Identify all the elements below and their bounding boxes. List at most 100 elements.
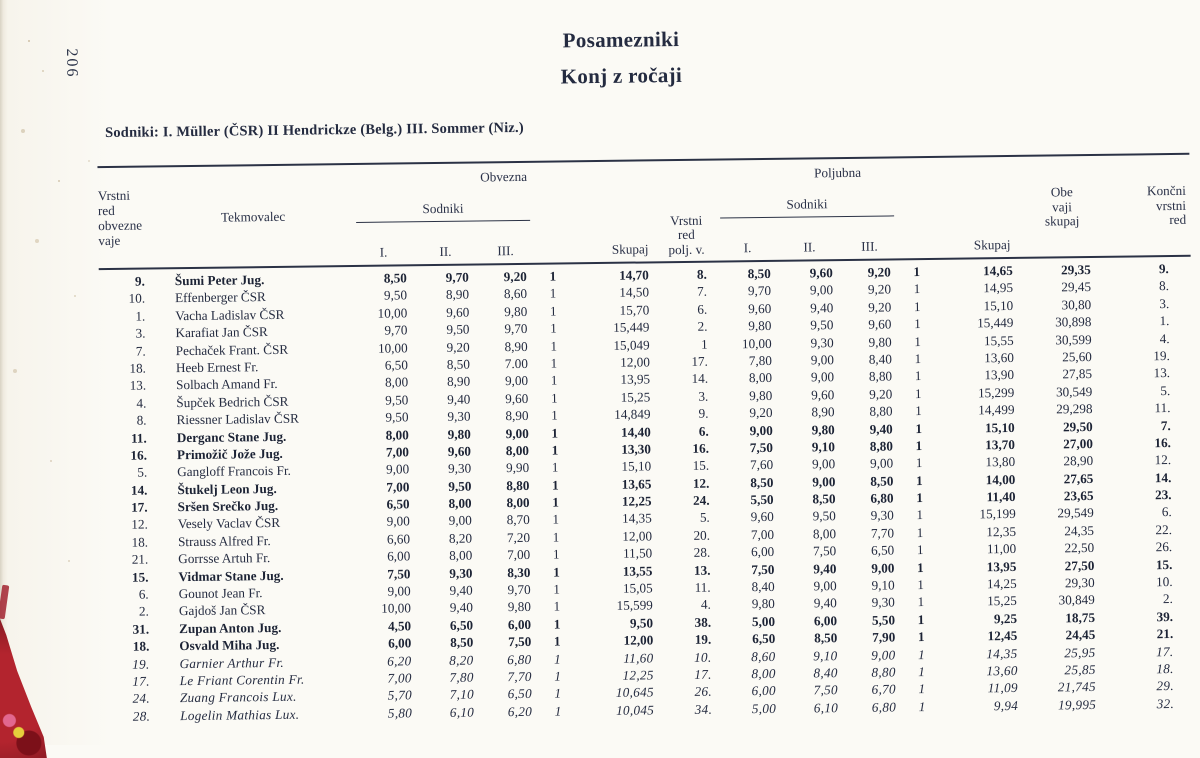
cell-poljubna-total: 13,70 bbox=[985, 436, 1016, 453]
cell-rank-obvezna: 18. bbox=[131, 534, 149, 550]
cell-final-rank: 11. bbox=[1154, 400, 1171, 416]
header-group-obvezna: Obvezna bbox=[480, 168, 528, 185]
cell-both-total: 21,745 bbox=[1057, 679, 1096, 695]
cell-poljubna-judge3: 9,60 bbox=[868, 316, 892, 332]
cell-poljubna-judge2: 8,50 bbox=[812, 491, 836, 507]
cell-both-total: 24,45 bbox=[1065, 627, 1096, 643]
cell-obvezna-judge2: 9,00 bbox=[448, 513, 472, 529]
cell-poljubna-judge2: 9,60 bbox=[809, 265, 833, 281]
cell-rank-obvezna: 28. bbox=[132, 708, 151, 724]
cell-obvezna-multiplier: 1 bbox=[554, 685, 562, 701]
cell-poljubna-judge3: 9,40 bbox=[869, 420, 893, 437]
cell-obvezna-judge1: 9,00 bbox=[386, 513, 410, 530]
cell-rank-obvezna: 31. bbox=[132, 621, 150, 637]
cell-obvezna-judge1: 8,00 bbox=[385, 426, 409, 443]
cell-obvezna-total: 12,00 bbox=[623, 632, 654, 648]
cell-poljubna-total: 13,90 bbox=[984, 367, 1015, 383]
cell-poljubna-judge1: 5,00 bbox=[751, 700, 777, 716]
cell-poljubna-multiplier: 1 bbox=[914, 316, 921, 332]
cell-obvezna-total: 12,00 bbox=[620, 354, 650, 370]
cell-rank-poljubna: 12. bbox=[692, 475, 710, 491]
cell-poljubna-judge2: 8,00 bbox=[812, 525, 837, 542]
cell-both-total: 24,35 bbox=[1064, 522, 1095, 539]
results-rows: 9. Šumi Peter Jug. 8,50 9,70 9,20 1 14,70 8. 8,5… bbox=[99, 260, 1196, 725]
cell-final-rank: 18. bbox=[1156, 660, 1174, 677]
cell-obvezna-judge1: 4,50 bbox=[387, 618, 412, 634]
cell-obvezna-judge2: 8,00 bbox=[448, 495, 472, 511]
cell-final-rank: 39. bbox=[1156, 608, 1174, 625]
cell-poljubna-judge2: 9,10 bbox=[811, 439, 836, 455]
cell-poljubna-multiplier: 1 bbox=[914, 368, 922, 384]
cell-poljubna-judge2: 9,40 bbox=[813, 595, 837, 611]
cell-poljubna-total: 13,95 bbox=[986, 558, 1017, 574]
cell-obvezna-judge2: 9,20 bbox=[446, 339, 470, 355]
cell-obvezna-judge3: 7,00 bbox=[507, 547, 531, 563]
cell-poljubna-judge3: 9,20 bbox=[867, 281, 892, 298]
cell-poljubna-judge2: 6,00 bbox=[813, 612, 838, 629]
cell-obvezna-judge3: 8,00 bbox=[505, 442, 530, 459]
cell-poljubna-judge1: 8,50 bbox=[750, 474, 774, 490]
cell-rank-obvezna: 9. bbox=[134, 273, 145, 289]
header-competitor: Tekmovalec bbox=[220, 208, 286, 225]
cell-poljubna-total: 13,80 bbox=[985, 454, 1016, 470]
cell-obvezna-multiplier: 1 bbox=[552, 511, 560, 528]
cell-obvezna-judge1: 9,00 bbox=[386, 461, 410, 477]
cell-final-rank: 10. bbox=[1156, 574, 1173, 590]
cell-poljubna-judge2: 9,50 bbox=[810, 317, 834, 333]
cell-obvezna-multiplier: 1 bbox=[549, 268, 557, 284]
cell-poljubna-judge2: 9,40 bbox=[813, 560, 837, 577]
cell-poljubna-multiplier: 1 bbox=[915, 472, 923, 488]
cell-poljubna-total: 15,10 bbox=[984, 419, 1015, 435]
cell-poljubna-judge3: 8,80 bbox=[869, 403, 893, 419]
cell-poljubna-total: 15,10 bbox=[983, 297, 1014, 314]
cell-poljubna-multiplier: 1 bbox=[917, 559, 924, 575]
cell-rank-poljubna: 6. bbox=[698, 423, 709, 439]
cell-obvezna-judge2: 8,50 bbox=[446, 356, 470, 372]
cell-poljubna-multiplier: 1 bbox=[913, 298, 921, 314]
cell-rank-obvezna: 2. bbox=[138, 603, 149, 620]
cell-obvezna-judge3: 6,80 bbox=[507, 651, 532, 667]
page-number: 206 bbox=[63, 48, 81, 79]
cell-obvezna-judge2: 6,10 bbox=[449, 704, 475, 720]
cell-poljubna-judge1: 5,50 bbox=[750, 491, 774, 508]
cell-poljubna-total: 15,25 bbox=[987, 593, 1017, 609]
cell-obvezna-judge3: 8,80 bbox=[506, 477, 530, 493]
cell-obvezna-multiplier: 1 bbox=[551, 407, 558, 423]
cell-poljubna-judge2: 9,00 bbox=[813, 578, 837, 594]
cell-obvezna-total: 15,05 bbox=[622, 580, 653, 596]
cell-poljubna-judge2: 8,90 bbox=[811, 404, 835, 420]
cell-both-total: 29,45 bbox=[1061, 279, 1092, 295]
cell-poljubna-judge1: 7,60 bbox=[749, 457, 774, 473]
cell-poljubna-multiplier: 1 bbox=[916, 524, 924, 541]
cell-obvezna-total: 14,50 bbox=[619, 284, 650, 301]
cell-poljubna-judge3: 9,30 bbox=[870, 507, 894, 524]
cell-both-total: 30,898 bbox=[1055, 314, 1092, 330]
cell-obvezna-judge1: 6,00 bbox=[387, 548, 411, 564]
cell-obvezna-judge2: 9,60 bbox=[447, 443, 472, 459]
cell-obvezna-total: 11,50 bbox=[622, 545, 653, 561]
cell-rank-poljubna: 34. bbox=[694, 701, 713, 717]
cell-final-rank: 15. bbox=[1155, 556, 1173, 572]
cell-rank-poljubna: 1 bbox=[700, 336, 708, 352]
cell-final-rank: 1. bbox=[1159, 313, 1170, 329]
cell-poljubna-total: 11,00 bbox=[986, 541, 1017, 557]
cell-poljubna-judge3: 9,00 bbox=[871, 560, 895, 576]
cell-obvezna-multiplier: 1 bbox=[552, 494, 559, 510]
cell-obvezna-judge3: 6,00 bbox=[507, 616, 532, 632]
cell-obvezna-judge3: 6,50 bbox=[507, 686, 533, 702]
cell-both-total: 23,65 bbox=[1063, 488, 1094, 504]
cell-poljubna-judge3: 7,90 bbox=[872, 629, 896, 645]
page-title: Posamezniki bbox=[562, 27, 680, 53]
cell-obvezna-total: 10,645 bbox=[615, 684, 655, 701]
cell-obvezna-judge2: 6,50 bbox=[449, 617, 474, 633]
cell-obvezna-multiplier: 1 bbox=[551, 459, 559, 475]
cell-obvezna-judge1: 9,00 bbox=[387, 583, 411, 599]
cell-poljubna-judge1: 9,80 bbox=[749, 387, 773, 403]
cell-rank-poljubna: 5. bbox=[699, 510, 710, 526]
cell-obvezna-judge1: 9,70 bbox=[384, 322, 408, 338]
cell-obvezna-judge2: 8,90 bbox=[446, 373, 471, 390]
cell-obvezna-total: 15,10 bbox=[621, 458, 652, 475]
cell-obvezna-judge3: 6,20 bbox=[507, 703, 533, 719]
cell-rank-poljubna: 4. bbox=[700, 597, 711, 613]
cell-obvezna-judge1: 7,00 bbox=[385, 444, 410, 460]
